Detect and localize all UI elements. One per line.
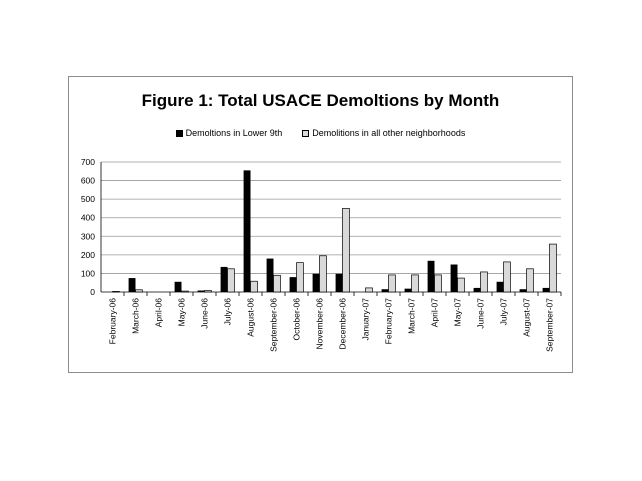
legend-item-other: Demolitions in all other neighborhoods — [302, 128, 465, 138]
x-tick-label: December-06 — [338, 298, 348, 350]
x-tick-label: August-07 — [522, 298, 532, 337]
legend-label-other: Demolitions in all other neighborhoods — [312, 128, 466, 138]
bar-lower-9th — [128, 278, 136, 292]
bar-other-neighborhoods — [112, 291, 120, 293]
bar-lower-9th — [404, 288, 412, 292]
bar-other-neighborhoods — [319, 255, 327, 293]
bar-other-neighborhoods — [250, 280, 258, 293]
bar-other-neighborhoods — [342, 208, 350, 293]
bar-other-neighborhoods — [503, 261, 511, 293]
x-tick-label: November-06 — [315, 298, 325, 350]
bar-other-neighborhoods — [388, 274, 396, 293]
chart-title: Figure 1: Total USACE Demoltions by Mont… — [141, 91, 500, 110]
y-tick-label: 100 — [81, 268, 95, 278]
y-tick-label: 300 — [81, 231, 95, 241]
bar-other-neighborhoods — [480, 271, 488, 293]
bar-other-neighborhoods — [204, 290, 212, 293]
bar-other-neighborhoods — [411, 274, 419, 293]
y-tick-label: 0 — [90, 287, 95, 297]
bar-lower-9th — [174, 281, 182, 292]
y-tick-label: 200 — [81, 250, 95, 260]
bar-other-neighborhoods — [434, 274, 442, 293]
bar-other-neighborhoods — [135, 289, 143, 293]
bar-lower-9th — [427, 260, 435, 292]
chart-plot: 0 100 200 300 400 500 600 700 February-06 March-0… — [81, 157, 562, 352]
legend-swatch-lower-9th — [175, 129, 183, 137]
bar-other-neighborhoods — [227, 268, 235, 293]
x-tick-label: July-07 — [499, 298, 509, 326]
bar-other-neighborhoods — [457, 277, 465, 293]
chart-legend: Demoltions in Lower 9th Demolitions in a… — [69, 128, 572, 138]
legend-swatch-other — [302, 129, 310, 137]
x-tick-label: April-07 — [430, 298, 440, 328]
bar-lower-9th — [450, 264, 458, 292]
bar-lower-9th — [542, 287, 550, 292]
x-tick-label: October-06 — [292, 298, 302, 341]
chart-frame: Figure 1: Total USACE Demoltions by Mont… — [68, 76, 573, 373]
x-tick-label: May-06 — [177, 298, 187, 327]
x-tick-label: September-07 — [545, 298, 555, 352]
x-tick-label: April-06 — [154, 298, 164, 328]
bar-lower-9th — [496, 281, 504, 292]
x-tick-label: June-07 — [476, 298, 486, 329]
bar-other-neighborhoods — [181, 290, 189, 293]
bar-lower-9th — [220, 266, 228, 292]
x-tick-label: January-07 — [361, 298, 371, 341]
bar-other-neighborhoods — [365, 287, 373, 293]
x-tick-label: February-07 — [384, 298, 394, 345]
bar-lower-9th — [519, 289, 527, 292]
x-tick-label: March-07 — [407, 298, 417, 334]
bar-other-neighborhoods — [549, 243, 557, 293]
bar-lower-9th — [197, 290, 205, 292]
y-tick-label: 500 — [81, 194, 95, 204]
bar-lower-9th — [243, 170, 251, 292]
bar-lower-9th — [473, 287, 481, 292]
x-tick-label: September-06 — [269, 298, 279, 352]
bar-lower-9th — [266, 258, 274, 292]
x-tick-label: March-06 — [131, 298, 141, 334]
bar-lower-9th — [381, 289, 389, 292]
x-tick-label: July-06 — [223, 298, 233, 326]
bar-other-neighborhoods — [273, 274, 281, 293]
y-tick-label: 600 — [81, 176, 95, 186]
bar-other-neighborhoods — [526, 268, 534, 293]
x-tick-label: August-06 — [246, 298, 256, 337]
bar-lower-9th — [335, 273, 343, 292]
x-tick-label: May-07 — [453, 298, 463, 327]
x-tick-label: February-06 — [108, 298, 118, 345]
legend-label-lower-9th: Demoltions in Lower 9th — [185, 128, 283, 138]
bar-other-neighborhoods — [296, 262, 304, 293]
y-tick-label: 400 — [81, 213, 95, 223]
legend-item-lower-9th: Demoltions in Lower 9th — [175, 128, 283, 138]
bar-lower-9th — [312, 273, 320, 292]
y-tick-label: 700 — [81, 157, 95, 167]
bar-lower-9th — [289, 277, 297, 292]
x-tick-label: June-06 — [200, 298, 210, 329]
